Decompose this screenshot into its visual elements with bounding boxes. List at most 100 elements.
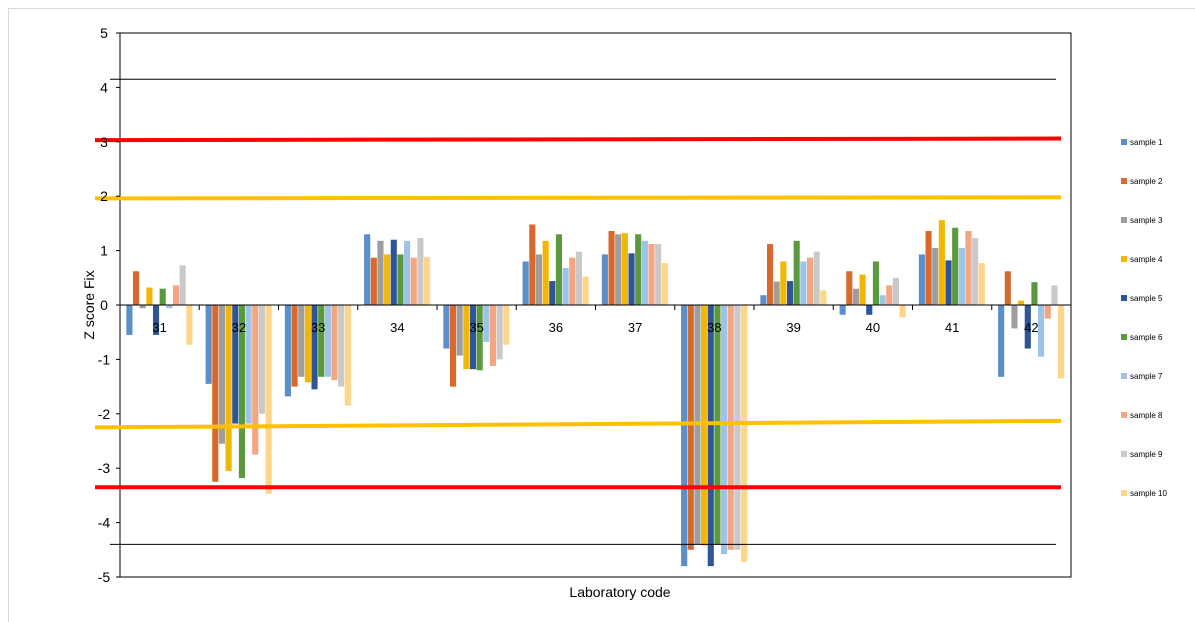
bar-41-sample-1	[918, 254, 925, 305]
bar-31-sample-5	[152, 305, 160, 335]
bar-38-sample-7	[721, 305, 728, 555]
legend-swatch	[1121, 217, 1127, 223]
bar-37-sample-10	[661, 263, 668, 305]
bar-38-sample-9	[734, 305, 741, 550]
bar-33-sample-3	[298, 305, 305, 377]
x-category-label: 31	[152, 320, 166, 335]
bar-42-sample-2	[1004, 271, 1011, 305]
bar-31-sample-1	[126, 305, 133, 335]
legend: sample 1 sample 2 sample 3 sample 4 sample 5…	[1121, 138, 1167, 498]
bar-42-sample-6	[1031, 282, 1038, 305]
bar-35-sample-4	[463, 305, 470, 370]
x-category-label: 40	[866, 320, 880, 335]
bar-35-sample-10	[503, 305, 510, 345]
legend-label: sample 3	[1130, 216, 1163, 225]
bar-41-sample-10	[978, 263, 985, 305]
bar-40-sample-5	[866, 305, 873, 315]
bar-31-sample-4	[146, 287, 153, 305]
bar-37-sample-9	[655, 244, 662, 305]
bar-33-sample-5	[311, 305, 318, 390]
bar-36-sample-6	[555, 234, 562, 305]
reference-line-3	[94, 195, 1062, 201]
bar-32-sample-8	[252, 305, 259, 455]
bar-31-sample-6	[159, 288, 166, 305]
bar-41-sample-3	[932, 247, 939, 305]
bar-42-sample-4	[1018, 300, 1025, 305]
x-category-labels: 31 32 33 34 35 36 37 38 39 40 41 42	[119, 305, 1039, 335]
reference-lines-group	[94, 78, 1062, 545]
legend-swatch	[1121, 256, 1127, 262]
legend-swatch	[1121, 451, 1127, 457]
bar-42-sample-1	[998, 305, 1005, 377]
y-tick-label: -3	[98, 460, 111, 476]
y-tick-label: 5	[100, 25, 108, 41]
bar-39-sample-2	[767, 244, 774, 305]
bar-38-sample-1	[681, 305, 688, 567]
bar-31-sample-3	[139, 305, 146, 309]
bar-37-sample-8	[648, 244, 655, 305]
bar-33-sample-6	[318, 305, 325, 377]
bar-42-sample-3	[1011, 305, 1018, 329]
bar-32-sample-9	[258, 305, 265, 414]
legend-swatch	[1121, 490, 1127, 496]
bar-34-sample-6	[397, 254, 404, 305]
bar-34-sample-4	[384, 254, 391, 305]
bar-41-sample-4	[938, 220, 945, 305]
bar-37-sample-7	[641, 240, 648, 305]
bar-42-sample-9	[1051, 285, 1058, 305]
bar-36-sample-8	[569, 257, 576, 305]
bar-34-sample-3	[377, 240, 384, 305]
bar-37-sample-3	[615, 234, 622, 305]
bar-41-sample-5	[945, 260, 952, 305]
x-category-label: 36	[549, 320, 563, 335]
y-tick-label: 3	[100, 134, 108, 150]
legend-label: sample 8	[1130, 411, 1163, 420]
bar-32-sample-3	[218, 305, 226, 444]
bar-37-sample-4	[621, 233, 628, 305]
bar-31-sample-10	[186, 305, 193, 345]
y-tick-label: 4	[100, 79, 108, 95]
x-category-label: 32	[232, 320, 246, 335]
bar-35-sample-9	[496, 305, 503, 360]
bar-32-sample-6	[238, 305, 245, 478]
bar-40-sample-8	[886, 285, 893, 305]
y-tick-label: 0	[100, 297, 108, 313]
bar-42-sample-5	[1024, 305, 1031, 349]
chart-area	[8, 8, 1195, 622]
bar-31-sample-9	[179, 265, 186, 305]
reference-line-2	[94, 136, 1062, 143]
bar-42-sample-10	[1058, 305, 1065, 379]
bar-41-sample-8	[965, 231, 972, 305]
bar-36-sample-2	[529, 224, 536, 305]
bar-39-sample-10	[820, 290, 827, 305]
bar-37-sample-2	[608, 231, 615, 305]
x-category-label: 38	[707, 320, 721, 335]
y-tick-label: -1	[98, 351, 111, 367]
bar-40-sample-10	[899, 305, 906, 318]
bar-35-sample-6	[476, 305, 483, 371]
bar-32-sample-1	[205, 305, 212, 384]
x-category-label: 42	[1024, 320, 1038, 335]
bar-41-sample-6	[952, 227, 959, 305]
bar-32-sample-10	[265, 305, 272, 494]
legend-label: sample 4	[1130, 255, 1163, 264]
bar-36-sample-10	[582, 276, 589, 305]
bar-39-sample-8	[806, 257, 814, 305]
bar-37-sample-6	[635, 234, 642, 305]
bar-32-sample-2	[212, 305, 219, 482]
bar-34-sample-10	[424, 257, 431, 305]
bar-35-sample-2	[450, 305, 457, 387]
bar-36-sample-5	[549, 281, 556, 305]
x-category-label: 39	[786, 320, 800, 335]
bar-36-sample-7	[562, 268, 569, 305]
bar-40-sample-1	[839, 305, 846, 315]
reference-line-4	[94, 418, 1062, 430]
bar-36-sample-1	[522, 261, 529, 305]
y-axis-ticks: 5 4 3 2 1 0 -1 -2 -3 -4 -5	[98, 25, 120, 585]
bar-39-sample-1	[760, 295, 767, 305]
legend-label: sample 7	[1130, 372, 1163, 381]
legend-swatch	[1121, 139, 1127, 145]
bar-33-sample-4	[304, 305, 311, 383]
bar-36-sample-9	[575, 251, 582, 305]
bar-38-sample-5	[707, 305, 714, 567]
